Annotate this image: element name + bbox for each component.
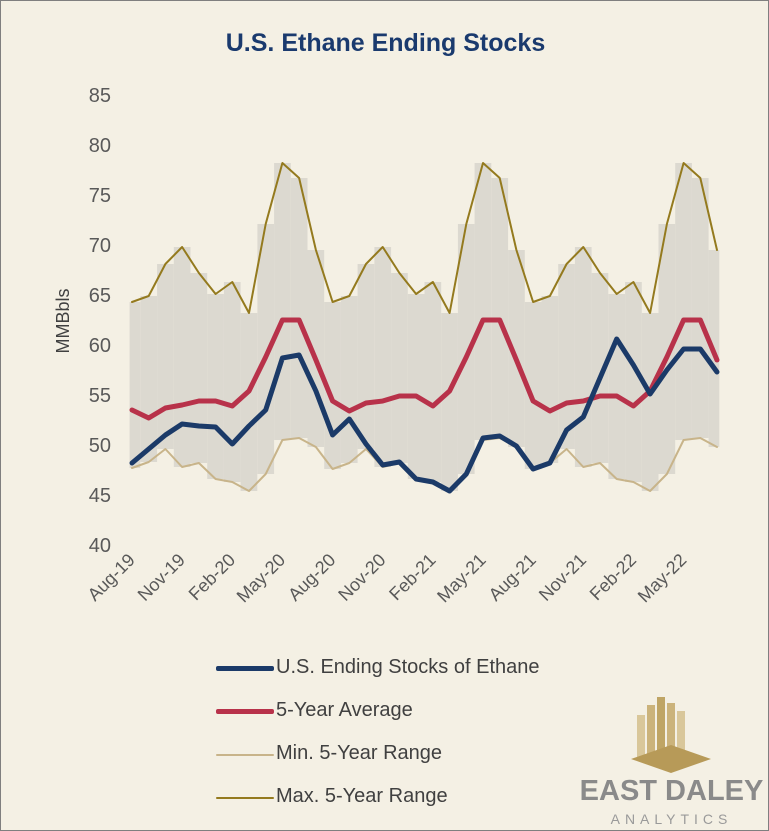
x-tick-label: Feb-22 [586, 550, 640, 604]
range-bar [223, 282, 241, 482]
range-bar [608, 294, 626, 479]
x-tick-label: Nov-19 [134, 550, 189, 605]
range-bar [207, 294, 224, 479]
y-axis-label: MMBbls [53, 288, 73, 353]
y-tick-label: 55 [89, 385, 111, 407]
range-bar [625, 282, 642, 482]
y-tick-label: 40 [89, 535, 111, 557]
range-bar [508, 250, 525, 447]
range-bar [407, 294, 425, 479]
range-bar [541, 296, 559, 463]
y-tick-label: 45 [89, 485, 111, 507]
y-tick-label: 50 [89, 435, 111, 457]
legend-swatch [216, 709, 274, 714]
legend-label: U.S. Ending Stocks of Ethane [276, 656, 540, 678]
range-bar [173, 247, 191, 467]
range-bar [240, 313, 258, 491]
range-bar [691, 178, 709, 438]
range-bar [524, 302, 542, 469]
range-bar [374, 247, 392, 467]
range-bar [574, 247, 592, 467]
x-tick-label: May-22 [634, 550, 691, 607]
y-tick-label: 75 [89, 185, 111, 207]
range-bar [457, 224, 475, 474]
y-tick-label: 85 [89, 85, 111, 107]
logo-name: EAST DALEY [579, 775, 764, 807]
range-bar [274, 163, 291, 440]
y-tick-label: 70 [89, 235, 111, 257]
y-tick-label: 80 [89, 135, 111, 157]
legend-label: Min. 5-Year Range [276, 742, 443, 764]
range-bar [441, 313, 458, 491]
range-bar [391, 273, 408, 463]
series-line-max-5-year-range [131, 162, 718, 314]
logo-pyramid-icon [631, 697, 711, 773]
range-bar [157, 264, 174, 449]
y-axis: 40 45 50 55 60 65 70 75 80 85 [89, 85, 111, 557]
range-bar [591, 273, 609, 463]
legend-label: 5-Year Average [276, 699, 413, 721]
x-tick-label: Nov-20 [334, 550, 389, 605]
range-bar [675, 163, 692, 440]
legend-label: Max. 5-Year Range [276, 785, 448, 807]
range-bar [424, 282, 442, 482]
range-bar [641, 313, 659, 491]
logo-subtitle: ANALYTICS [610, 811, 733, 827]
x-tick-label: Aug-20 [284, 550, 339, 605]
series-line-5-year-average [129, 317, 720, 421]
range-bar [140, 296, 158, 462]
series-lines [129, 162, 720, 494]
x-tick-label: Aug-19 [84, 550, 139, 605]
x-tick-label: Nov-21 [535, 550, 590, 605]
legend-swatch [216, 797, 274, 799]
x-tick-label: Feb-21 [385, 550, 439, 604]
range-bar [474, 163, 492, 440]
x-tick-label: Aug-21 [485, 550, 540, 605]
y-tick-label: 60 [89, 335, 111, 357]
range-bar [491, 178, 509, 438]
x-tick-label: May-21 [433, 550, 490, 607]
range-bar [129, 302, 141, 468]
y-tick-label: 65 [89, 285, 111, 307]
series-line-u-s-ending-stocks-of-ethane [129, 336, 720, 494]
chart-title: U.S. Ethane Ending Stocks [225, 29, 546, 57]
x-tick-label: May-20 [233, 550, 290, 607]
legend-swatch [216, 666, 274, 671]
range-bar [558, 264, 575, 449]
x-axis: Aug-19Nov-19Feb-20May-20Aug-20Nov-20Feb-… [84, 550, 691, 607]
x-tick-label: Feb-20 [185, 550, 239, 604]
range-bar [190, 273, 208, 463]
legend-swatch [216, 754, 274, 756]
company-logo: EAST DALEY ANALYTICS [579, 693, 764, 830]
range-bar [658, 224, 676, 474]
range-bar [357, 264, 375, 449]
range-bar [290, 178, 308, 438]
range-bar [340, 296, 358, 463]
range-fill-area [129, 163, 720, 491]
